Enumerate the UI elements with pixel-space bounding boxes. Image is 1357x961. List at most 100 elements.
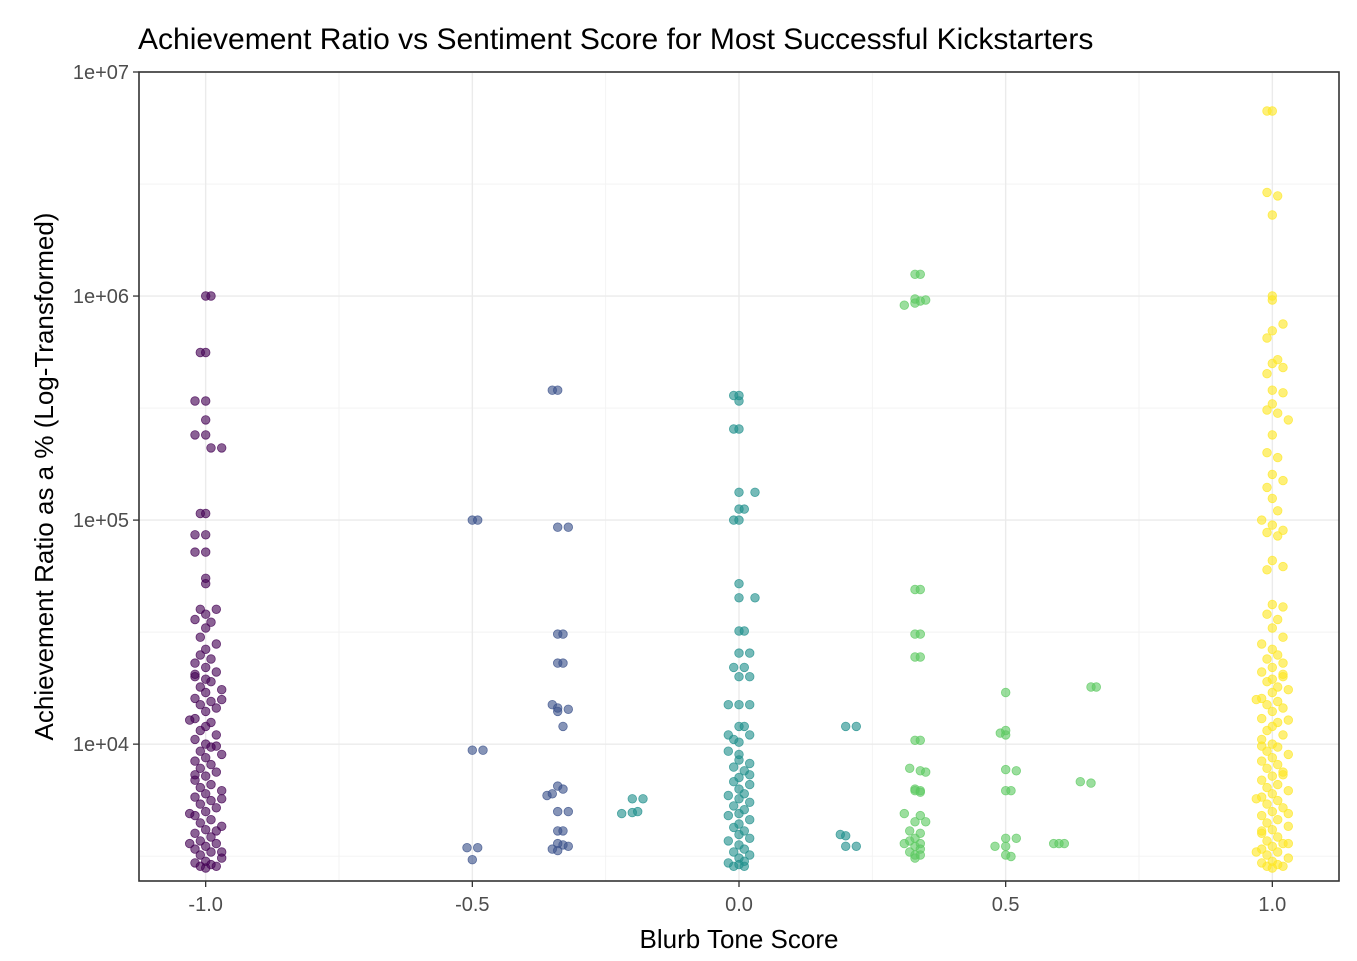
data-point	[206, 759, 216, 770]
data-point	[1262, 369, 1272, 379]
data-point	[1272, 847, 1283, 857]
data-point	[1262, 782, 1272, 793]
data-point	[1262, 654, 1272, 664]
data-point	[195, 746, 206, 756]
data-point	[734, 737, 744, 747]
data-point	[1267, 210, 1278, 220]
data-point	[190, 734, 200, 745]
data-point	[734, 579, 744, 589]
data-point	[627, 794, 638, 804]
data-point	[915, 584, 926, 595]
data-point	[184, 808, 195, 819]
y-tick-label: 1e+05	[73, 510, 129, 532]
data-point	[195, 818, 206, 828]
data-point	[195, 632, 206, 642]
data-point	[1262, 565, 1272, 575]
data-point	[1272, 452, 1283, 463]
data-point	[723, 700, 734, 710]
series-0_5	[990, 687, 1022, 862]
data-point	[200, 687, 211, 698]
data-point	[563, 806, 574, 817]
data-point	[211, 826, 222, 836]
data-point	[1267, 385, 1278, 395]
data-point	[745, 648, 755, 658]
data-point	[841, 721, 851, 732]
data-point	[200, 609, 211, 619]
data-point	[745, 850, 755, 860]
data-point	[1262, 482, 1272, 493]
data-point	[200, 579, 211, 589]
data-point	[915, 810, 926, 821]
data-point	[1283, 853, 1294, 863]
data-point	[739, 626, 750, 636]
data-point	[206, 291, 216, 301]
data-point	[200, 841, 211, 852]
y-axis-title: Achievement Ratio as a % (Log-Transforme…	[29, 213, 59, 741]
data-point	[1001, 687, 1011, 698]
data-point	[190, 770, 200, 780]
data-point	[1267, 493, 1278, 504]
data-point	[841, 831, 851, 841]
data-point	[734, 808, 744, 819]
data-point	[921, 817, 931, 827]
data-point	[1006, 851, 1016, 862]
data-point	[184, 838, 195, 849]
data-point	[1267, 841, 1278, 852]
data-point	[206, 617, 216, 627]
data-point	[211, 639, 222, 649]
data-point	[723, 810, 734, 821]
data-point	[734, 829, 744, 840]
data-point	[216, 794, 227, 804]
data-point	[915, 269, 926, 280]
data-point	[1267, 326, 1278, 336]
data-point	[1272, 650, 1283, 660]
data-point	[1272, 506, 1283, 516]
data-point	[745, 770, 755, 780]
data-point	[195, 782, 206, 793]
data-point	[553, 522, 563, 532]
data-point	[1272, 531, 1283, 541]
series--0_33	[542, 385, 574, 856]
data-point	[195, 508, 206, 519]
data-point	[216, 694, 227, 705]
data-point	[1272, 742, 1283, 752]
series-0	[723, 390, 760, 872]
data-point	[211, 730, 222, 740]
data-point	[851, 721, 862, 732]
data-point	[1251, 694, 1262, 705]
data-point	[734, 794, 744, 804]
y-tick-label: 1e+04	[73, 734, 129, 756]
data-point	[1278, 362, 1288, 373]
data-point	[558, 784, 568, 794]
data-point	[1278, 669, 1288, 680]
data-point	[200, 789, 211, 799]
data-point	[723, 746, 734, 756]
data-point	[200, 753, 211, 763]
data-point	[1272, 191, 1283, 201]
data-point	[190, 756, 200, 766]
data-point	[200, 347, 211, 358]
data-point	[1256, 810, 1267, 821]
data-point	[1278, 561, 1288, 572]
data-point	[1251, 847, 1262, 857]
data-point	[1267, 644, 1278, 655]
data-point	[1272, 795, 1283, 806]
data-point	[542, 790, 552, 801]
data-point	[729, 762, 739, 772]
data-point	[200, 771, 211, 781]
data-point	[553, 806, 563, 817]
data-point	[1267, 789, 1278, 799]
data-point	[1086, 778, 1096, 788]
data-point	[734, 755, 744, 765]
data-point	[1278, 730, 1288, 740]
data-point	[1267, 706, 1278, 717]
data-point	[1262, 799, 1272, 809]
data-point	[206, 443, 216, 453]
data-point	[745, 815, 755, 825]
data-point	[190, 530, 200, 540]
data-point	[211, 803, 222, 813]
series--0_5	[462, 515, 488, 865]
axis-ticks: -1.0 -0.5 0.0 0.5 1.0 1e+04 1e+05 1e+06 1e+07	[73, 62, 1286, 916]
data-point	[467, 855, 478, 865]
